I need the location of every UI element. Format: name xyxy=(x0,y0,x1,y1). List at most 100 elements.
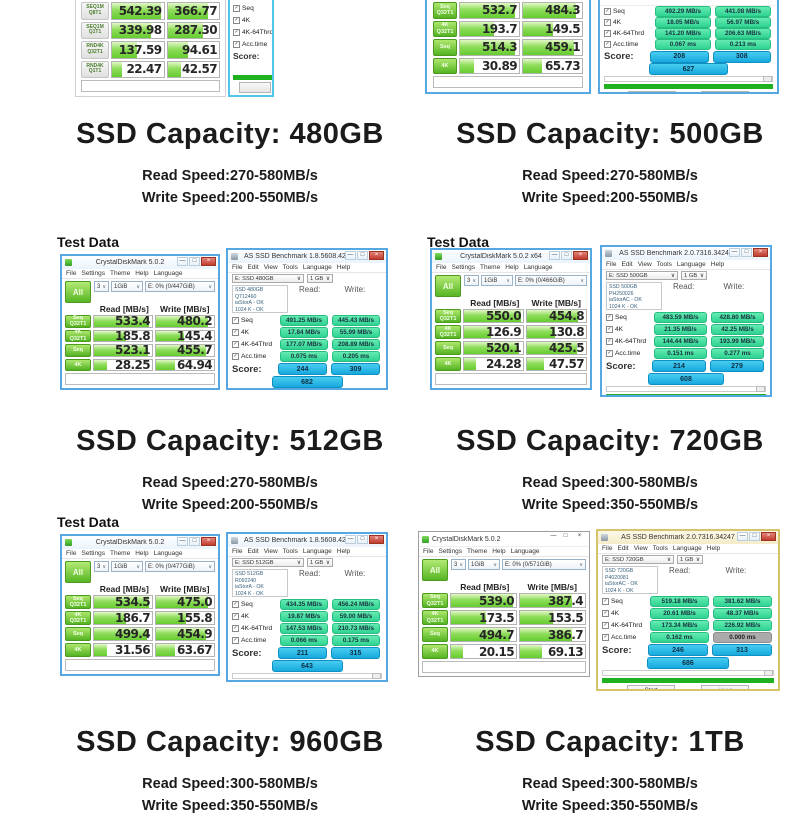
minimize-button[interactable]: — xyxy=(345,535,356,544)
test-type-badge[interactable]: 4K xyxy=(65,643,91,657)
test-type-badge[interactable]: Seq Q32T1 xyxy=(65,315,91,328)
checkbox-checked-icon[interactable]: ✓ xyxy=(604,8,611,15)
test-type-badge[interactable]: Seq xyxy=(65,344,91,357)
target-drive-dropdown[interactable]: E: 0% (0/466GiB) ∨ xyxy=(515,275,587,286)
checkbox-checked-icon[interactable]: ✓ xyxy=(602,597,609,605)
menu-item[interactable]: Settings xyxy=(81,270,105,277)
minimize-button[interactable]: — xyxy=(177,537,188,546)
all-button[interactable]: All xyxy=(435,275,461,297)
window-titlebar[interactable]: AS SSD Benchmark 1.8.5608.42992 — □ × xyxy=(228,534,386,547)
menu-item[interactable]: Help xyxy=(505,264,519,271)
abort-button[interactable]: Abort xyxy=(700,91,749,92)
maximize-button[interactable]: □ xyxy=(357,535,368,544)
test-type-badge[interactable]: Seq xyxy=(422,627,448,642)
checkbox-checked-icon[interactable]: ✓ xyxy=(233,4,240,12)
comment-field[interactable] xyxy=(422,661,586,673)
checkbox-checked-icon[interactable]: ✓ xyxy=(232,316,239,324)
menu-item[interactable]: Theme xyxy=(479,264,501,271)
test-type-badge[interactable]: 4K xyxy=(65,358,91,371)
target-drive-dropdown[interactable]: E: 0% (0/447GiB) ∨ xyxy=(145,281,215,292)
maximize-button[interactable]: □ xyxy=(563,533,568,539)
maximize-button[interactable]: □ xyxy=(189,257,200,266)
checkbox-checked-icon[interactable]: ✓ xyxy=(232,352,239,360)
minimize-button[interactable]: — xyxy=(737,532,748,541)
menu-item[interactable]: File xyxy=(606,261,617,268)
menu-item[interactable]: Edit xyxy=(247,264,259,271)
menu-item[interactable]: Tools xyxy=(282,548,298,555)
test-size-dropdown[interactable]: 1GiB ∨ xyxy=(468,559,500,570)
menu-item[interactable]: Help xyxy=(135,550,149,557)
menu-item[interactable]: File xyxy=(602,545,613,552)
checkbox-checked-icon[interactable]: ✓ xyxy=(606,325,613,333)
checkbox-checked-icon[interactable]: ✓ xyxy=(604,19,611,26)
menu-item[interactable]: Help xyxy=(492,548,506,555)
start-button[interactable]: Start xyxy=(627,685,675,689)
menu-item[interactable]: File xyxy=(423,548,434,555)
window-titlebar[interactable]: AS SSD Benchmark 2.0.7316.34247 — □ × xyxy=(602,247,770,260)
test-type-badge[interactable]: Seq xyxy=(433,39,457,56)
checkbox-checked-icon[interactable]: ✓ xyxy=(232,636,239,644)
maximize-button[interactable]: □ xyxy=(561,251,572,260)
checkbox-checked-icon[interactable]: ✓ xyxy=(232,600,239,608)
close-button[interactable]: × xyxy=(761,532,776,541)
test-size-dropdown[interactable]: 1 GB ∨ xyxy=(307,558,333,567)
close-button[interactable]: × xyxy=(201,257,216,266)
menu-item[interactable]: Tools xyxy=(652,545,668,552)
maximize-button[interactable]: □ xyxy=(189,537,200,546)
maximize-button[interactable]: □ xyxy=(749,532,760,541)
test-size-dropdown[interactable]: 1 GB ∨ xyxy=(677,555,703,564)
minimize-button[interactable]: — xyxy=(345,251,356,260)
test-size-dropdown[interactable]: 1GiB ∨ xyxy=(481,275,513,286)
test-type-badge[interactable]: 4K Q32T1 xyxy=(422,610,448,625)
test-count-dropdown[interactable]: 3 ∨ xyxy=(94,281,109,292)
comment-field[interactable] xyxy=(435,373,587,385)
menu-item[interactable]: Theme xyxy=(109,270,131,277)
window-titlebar[interactable]: CrystalDiskMark 5.0.2 — □ × xyxy=(62,256,218,269)
close-button[interactable]: × xyxy=(573,251,588,260)
checkbox-checked-icon[interactable]: ✓ xyxy=(602,621,609,629)
test-type-badge[interactable]: Seq Q32T1 xyxy=(422,593,448,608)
menu-item[interactable]: File xyxy=(232,548,243,555)
test-count-dropdown[interactable]: 3 ∨ xyxy=(464,275,479,286)
menu-item[interactable]: File xyxy=(436,264,447,271)
menu-item[interactable]: Theme xyxy=(466,548,488,555)
close-button[interactable]: × xyxy=(369,535,384,544)
test-type-badge[interactable]: RND4K Q32T1 xyxy=(81,41,109,59)
menu-item[interactable]: Language xyxy=(302,264,332,271)
test-size-dropdown[interactable]: 1GiB ∨ xyxy=(111,281,143,292)
checkbox-checked-icon[interactable]: ✓ xyxy=(602,609,609,617)
menu-item[interactable]: Help xyxy=(706,545,721,552)
window-titlebar[interactable]: CrystalDiskMark 5.0.2 x64 — □ × xyxy=(432,250,590,263)
comment-field[interactable] xyxy=(433,76,583,88)
abort-button[interactable]: Abort xyxy=(701,685,749,689)
menu-item[interactable]: Language xyxy=(510,548,540,555)
test-type-badge[interactable]: 4K xyxy=(435,357,461,371)
checkbox-checked-icon[interactable]: ✓ xyxy=(233,28,240,36)
close-button[interactable]: × xyxy=(201,537,216,546)
window-titlebar[interactable]: AS SSD Benchmark 1.8.5608.42992 — □ × xyxy=(228,250,386,263)
menu-item[interactable]: Settings xyxy=(451,264,475,271)
menu-item[interactable]: Language xyxy=(676,261,706,268)
menu-item[interactable]: View xyxy=(263,264,278,271)
checkbox-checked-icon[interactable]: ✓ xyxy=(232,624,239,632)
maximize-button[interactable]: □ xyxy=(357,251,368,260)
test-count-dropdown[interactable]: 3 ∨ xyxy=(451,559,466,570)
menu-item[interactable]: Language xyxy=(523,264,553,271)
test-size-dropdown[interactable]: 1 GB ∨ xyxy=(681,271,707,280)
checkbox-checked-icon[interactable]: ✓ xyxy=(602,633,609,641)
drive-dropdown[interactable]: E: SSD 720GB ∨ xyxy=(602,555,674,564)
menu-item[interactable]: Settings xyxy=(81,550,105,557)
checkbox-checked-icon[interactable]: ✓ xyxy=(606,337,613,345)
menu-item[interactable]: View xyxy=(263,548,278,555)
menu-item[interactable]: File xyxy=(66,550,77,557)
test-type-badge[interactable]: Seq Q32T1 xyxy=(65,595,91,609)
close-button[interactable]: × xyxy=(577,533,582,539)
menu-item[interactable]: Language xyxy=(153,550,183,557)
comment-field[interactable] xyxy=(65,373,215,385)
test-type-badge[interactable]: Seq xyxy=(435,341,461,355)
menu-item[interactable]: Edit xyxy=(617,545,629,552)
test-type-badge[interactable]: 4K Q32T1 xyxy=(65,611,91,625)
test-type-badge[interactable]: 4K xyxy=(422,644,448,659)
minimize-button[interactable]: — xyxy=(549,251,560,260)
menu-item[interactable]: Help xyxy=(710,261,725,268)
